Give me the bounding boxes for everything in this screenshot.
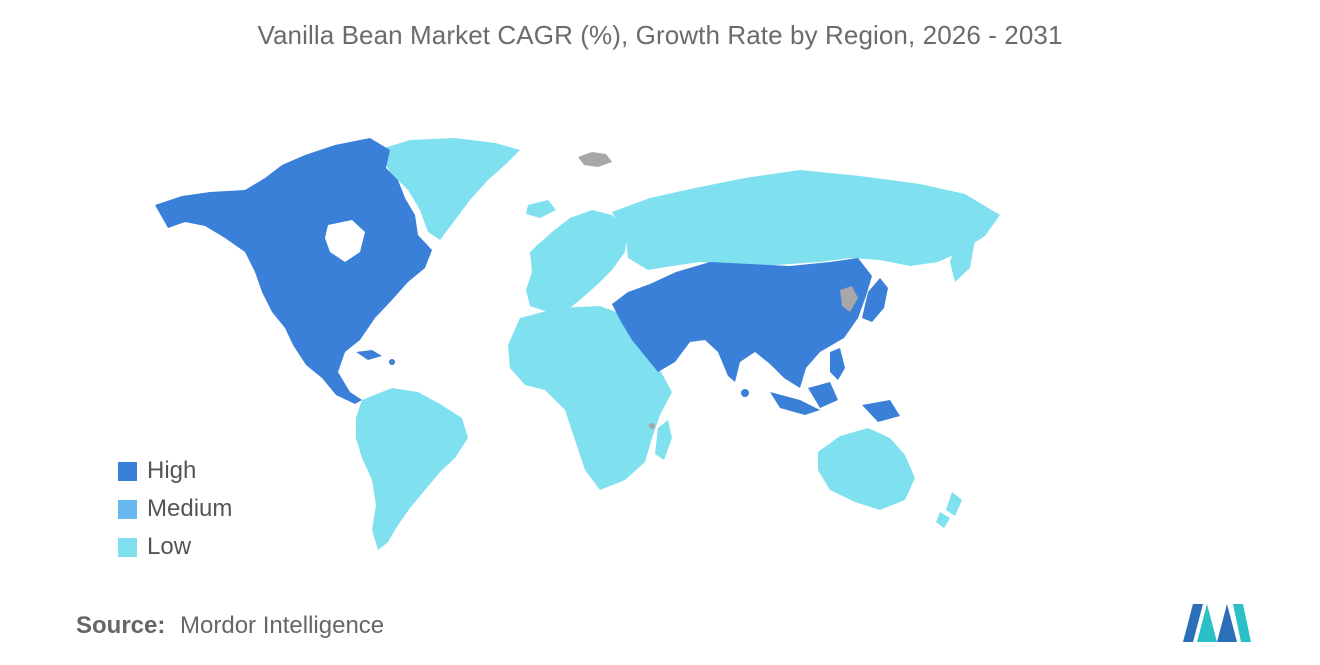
legend-label-low: Low xyxy=(147,533,192,560)
region-europe xyxy=(526,210,628,312)
region-uk xyxy=(536,238,552,262)
region-papua xyxy=(862,400,900,422)
region-new-zealand-south xyxy=(936,512,950,528)
legend-item-low: Low xyxy=(118,528,232,566)
source-value: Mordor Intelligence xyxy=(180,612,385,639)
region-madagascar xyxy=(655,420,672,460)
legend-swatch-medium xyxy=(118,499,137,519)
region-kamchatka xyxy=(950,240,975,282)
region-borneo xyxy=(808,382,838,408)
region-asia-pacific xyxy=(612,258,872,388)
region-japan xyxy=(862,278,888,322)
region-indonesia xyxy=(770,392,820,415)
region-new-zealand xyxy=(946,492,962,516)
region-caribbean-islands xyxy=(389,359,395,365)
legend-swatch-low xyxy=(118,537,137,557)
legend: High Medium Low xyxy=(118,452,232,566)
region-caribbean xyxy=(356,350,382,360)
region-svalbard xyxy=(578,152,612,167)
mordor-intelligence-logo-icon xyxy=(1183,604,1251,642)
legend-item-high: High xyxy=(118,452,232,490)
source-note: Source: Mordor Intelligence xyxy=(76,612,384,640)
region-south-america xyxy=(356,388,468,550)
legend-swatch-high xyxy=(118,461,137,481)
region-greenland xyxy=(378,138,520,240)
region-russia xyxy=(612,170,1000,270)
source-label: Source: xyxy=(76,612,166,639)
region-philippines xyxy=(830,348,845,380)
legend-item-medium: Medium xyxy=(118,490,232,528)
region-sri-lanka xyxy=(741,389,749,397)
chart-title: Vanilla Bean Market CAGR (%), Growth Rat… xyxy=(257,20,1063,50)
region-africa xyxy=(508,306,672,490)
region-australia xyxy=(818,428,915,510)
hudson-bay xyxy=(325,220,365,262)
region-korea xyxy=(840,286,858,312)
region-iceland xyxy=(526,200,556,218)
region-comoros xyxy=(649,423,655,429)
legend-label-high: High xyxy=(147,457,197,484)
region-north-america xyxy=(155,138,432,404)
legend-label-medium: Medium xyxy=(147,495,233,522)
